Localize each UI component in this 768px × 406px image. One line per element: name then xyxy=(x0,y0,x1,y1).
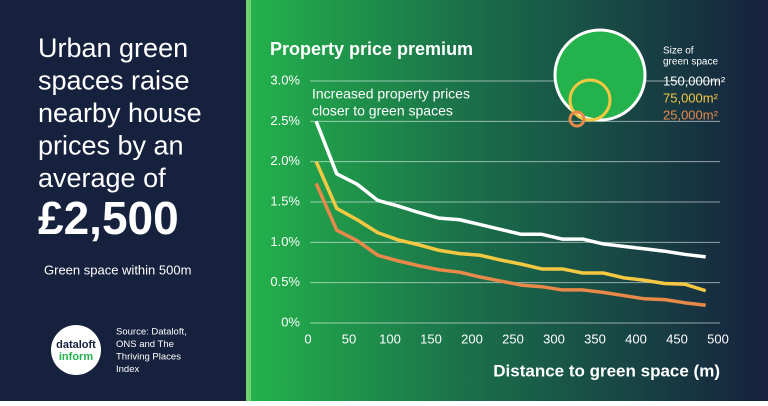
source-line: Thriving Places xyxy=(116,352,181,363)
y-tick-label: 0% xyxy=(281,314,300,329)
headline-line: average of xyxy=(38,163,166,193)
legend-swatch xyxy=(553,28,647,122)
source-line: ONS and The xyxy=(116,339,174,350)
y-tick-label: 3.0% xyxy=(270,72,300,87)
x-tick-label: 300 xyxy=(543,331,565,346)
legend-label: 25,000m² xyxy=(663,107,719,122)
legend-swatch xyxy=(568,78,612,122)
x-tick-label: 250 xyxy=(502,331,524,346)
left-panel xyxy=(0,0,250,401)
annotation: closer to green spaces xyxy=(312,103,453,119)
x-tick-label: 0 xyxy=(304,331,311,346)
headline-line: prices by an xyxy=(38,131,184,161)
source-line: Source: Dataloft, xyxy=(116,327,187,338)
chart: Property price premium 0% 0.5% 1.0% 1.5% 2.0%… xyxy=(270,28,729,380)
y-tick-label: 1.5% xyxy=(270,193,300,208)
y-tick-label: 2.0% xyxy=(270,153,300,168)
x-tick-label: 350 xyxy=(584,331,606,346)
x-tick-label: 200 xyxy=(461,331,483,346)
y-tick-label: 2.5% xyxy=(270,113,300,128)
x-tick-label: 150 xyxy=(420,331,442,346)
series-line xyxy=(314,160,707,293)
x-axis-label: Distance to green space (m) xyxy=(493,361,720,380)
divider xyxy=(246,0,251,401)
x-tick-label: 50 xyxy=(342,331,356,346)
headline-line: Urban green xyxy=(38,33,188,63)
logo-text: dataloft xyxy=(56,339,96,351)
x-tick-label: 100 xyxy=(379,331,401,346)
legend-title: green space xyxy=(663,57,718,68)
chart-title: Property price premium xyxy=(270,39,473,59)
right-panel xyxy=(250,0,768,401)
legend-label: 75,000m² xyxy=(663,90,719,105)
headline-line: nearby house xyxy=(38,98,202,128)
source-line: Index xyxy=(116,364,139,375)
series-line xyxy=(314,182,706,307)
legend-title: Size of xyxy=(663,46,694,57)
x-tick-label: 500 xyxy=(707,331,729,346)
annotation: Increased property prices xyxy=(312,86,470,102)
y-tick-label: 0.5% xyxy=(270,274,300,289)
subline: Green space within 500m xyxy=(44,262,191,277)
legend-label: 150,000m² xyxy=(663,73,726,88)
logo-text: inform xyxy=(59,351,93,363)
headline-line: spaces raise xyxy=(38,66,190,96)
x-tick-label: 450 xyxy=(666,331,688,346)
amount: £2,500 xyxy=(38,192,179,244)
x-tick-label: 400 xyxy=(625,331,647,346)
logo-badge xyxy=(51,325,101,375)
y-tick-label: 1.0% xyxy=(270,234,300,249)
series-line xyxy=(314,120,706,259)
legend-swatch xyxy=(568,110,586,128)
